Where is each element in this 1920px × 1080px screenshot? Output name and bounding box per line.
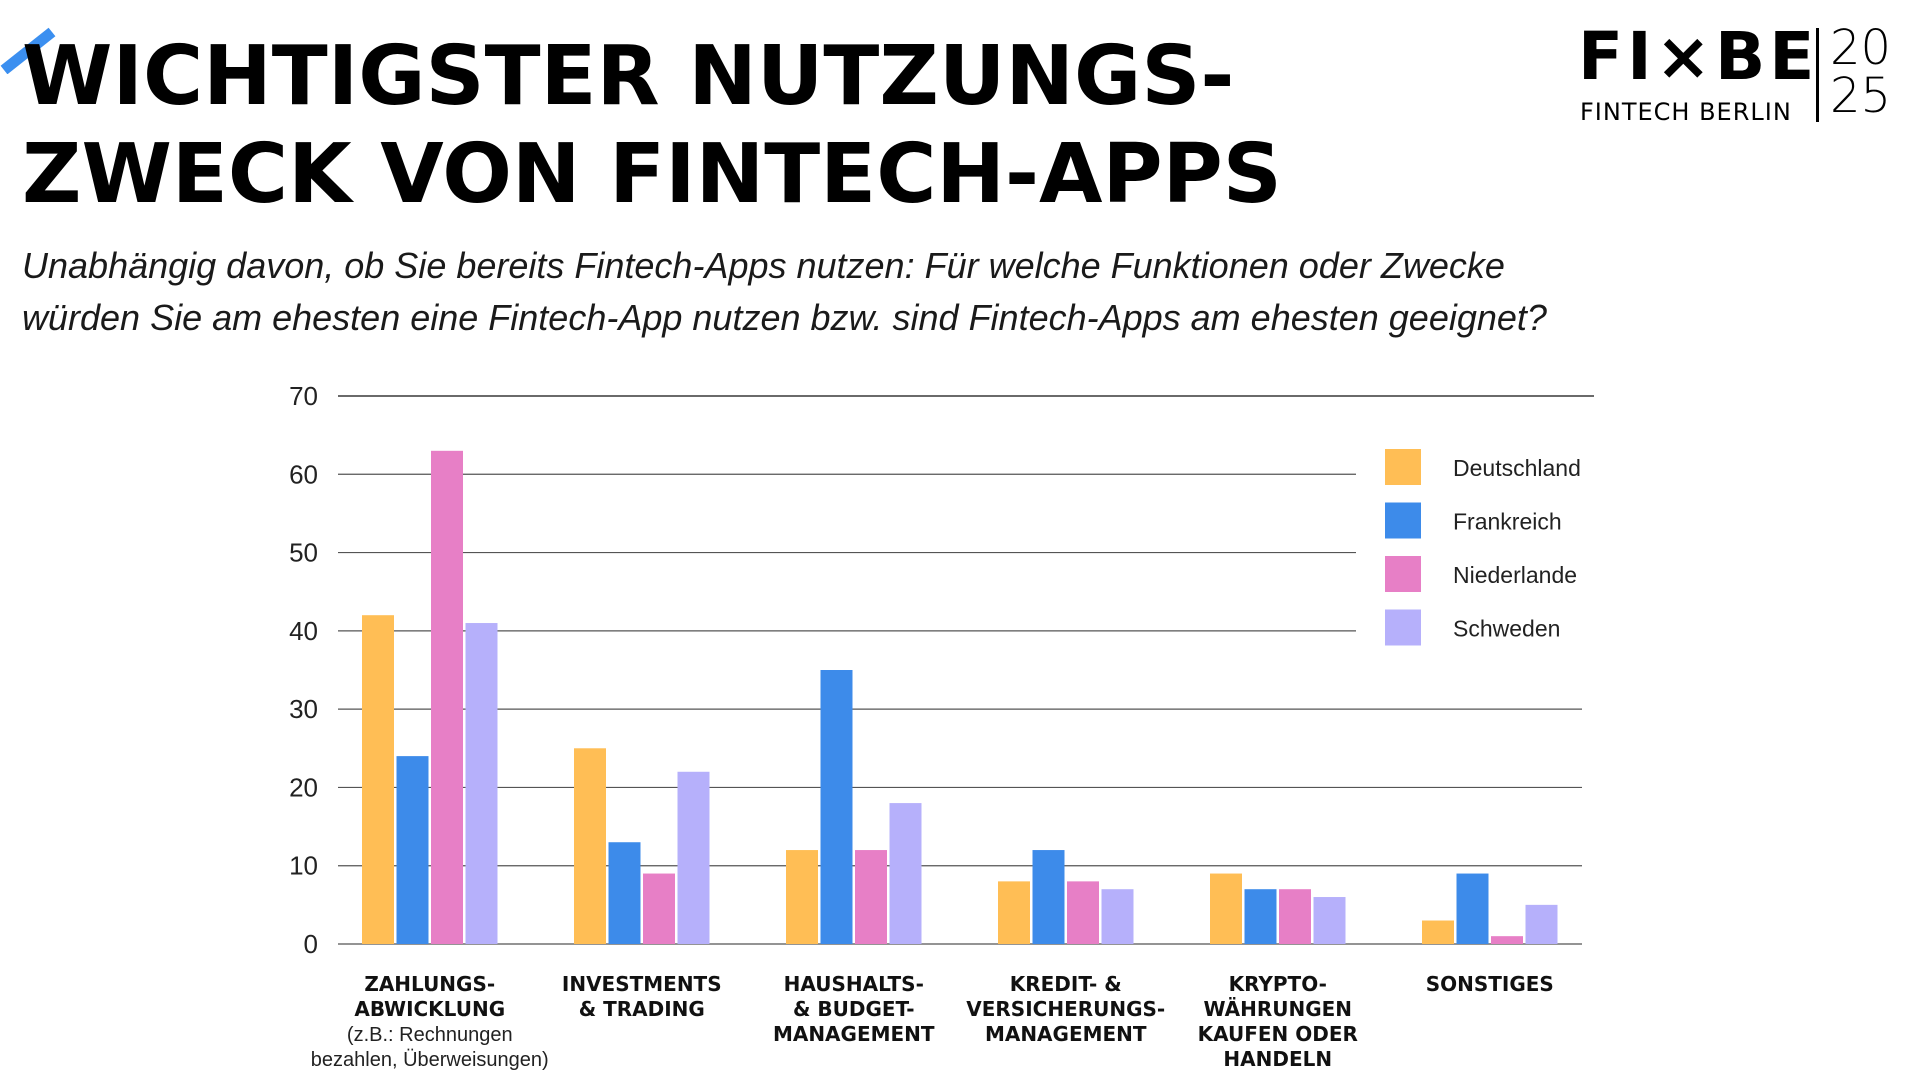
bar — [396, 756, 429, 944]
bar — [431, 450, 463, 944]
logo-subline: FINTECH BERLIN — [1580, 98, 1792, 126]
bar — [574, 748, 606, 944]
bar — [998, 881, 1030, 944]
y-tick-label: 0 — [304, 929, 318, 959]
y-tick-label: 50 — [289, 538, 318, 568]
category-label: HANDELN — [1223, 1047, 1332, 1071]
category-label: KREDIT- & — [1010, 972, 1122, 996]
bar — [1491, 936, 1523, 944]
category-label: MANAGEMENT — [985, 1022, 1147, 1046]
bar — [608, 842, 641, 944]
legend-swatch — [1385, 609, 1421, 646]
bar — [1210, 873, 1242, 944]
logo-year-bottom: 25 — [1830, 68, 1892, 124]
logo-year: 20 25 — [1830, 24, 1891, 120]
question-line-1: Unabhängig davon, ob Sie bereits Fintech… — [22, 245, 1505, 286]
bar — [889, 803, 922, 944]
bar — [677, 771, 710, 944]
legend-label: Schweden — [1453, 616, 1560, 642]
legend-label: Frankreich — [1453, 509, 1562, 535]
category-label: INVESTMENTS — [562, 972, 722, 996]
question-text: Unabhängig davon, ob Sie bereits Fintech… — [22, 240, 1782, 344]
bar — [1313, 897, 1346, 944]
y-tick-label: 30 — [289, 694, 318, 724]
category-label: & TRADING — [579, 997, 705, 1021]
legend-swatch — [1385, 449, 1421, 485]
fintech-berlin-logo: FI×BE FINTECH BERLIN 20 25 — [1578, 22, 1908, 132]
category-label: KRYPTO- — [1229, 972, 1327, 996]
category-label: & BUDGET- — [793, 997, 915, 1021]
category-label: KAUFEN ODER — [1198, 1022, 1358, 1046]
bar — [1456, 873, 1489, 944]
legend-swatch — [1385, 556, 1421, 592]
title-line-1: WICHTIGSTER NUTZUNGS- — [22, 29, 1235, 124]
category-label: ABWICKLUNG — [354, 997, 505, 1021]
legend-label: Niederlande — [1453, 562, 1577, 588]
category-label: ZAHLUNGS- — [364, 972, 495, 996]
bar — [1067, 881, 1099, 944]
category-note: bezahlen, Überweisungen) — [311, 1049, 549, 1071]
bar — [643, 873, 675, 944]
y-tick-label: 10 — [289, 851, 318, 881]
bar — [820, 670, 853, 944]
bar — [1525, 904, 1558, 944]
category-note: (z.B.: Rechnungen — [347, 1024, 513, 1046]
bar — [362, 615, 394, 944]
legend-swatch — [1385, 502, 1421, 539]
bar — [1422, 920, 1454, 944]
category-label: WÄHRUNGEN — [1203, 997, 1352, 1021]
page-title: WICHTIGSTER NUTZUNGS- ZWECK VON FINTECH-… — [22, 28, 1422, 224]
logo-divider — [1816, 28, 1819, 122]
category-label: MANAGEMENT — [773, 1022, 935, 1046]
y-tick-label: 40 — [289, 616, 318, 646]
bar — [786, 850, 818, 944]
bar — [1032, 850, 1065, 944]
y-tick-label: 20 — [289, 772, 318, 802]
bar — [1244, 889, 1277, 944]
category-label: HAUSHALTS- — [784, 972, 924, 996]
logo-wordmark: FI×BE — [1578, 18, 1819, 95]
category-label: VERSICHERUNGS- — [966, 997, 1165, 1021]
category-label: SONSTIGES — [1426, 972, 1554, 996]
bar — [1279, 889, 1311, 944]
question-line-2: würden Sie am ehesten eine Fintech-App n… — [22, 297, 1547, 338]
y-tick-label: 60 — [289, 459, 318, 489]
title-line-2: ZWECK VON FINTECH-APPS — [22, 127, 1282, 222]
bar — [855, 850, 887, 944]
logo-year-top: 20 — [1830, 20, 1892, 76]
bar — [465, 623, 498, 944]
legend-label: Deutschland — [1453, 455, 1581, 481]
bar — [1101, 889, 1134, 944]
accent-stroke-icon — [0, 27, 56, 74]
y-tick-label: 70 — [289, 381, 318, 411]
